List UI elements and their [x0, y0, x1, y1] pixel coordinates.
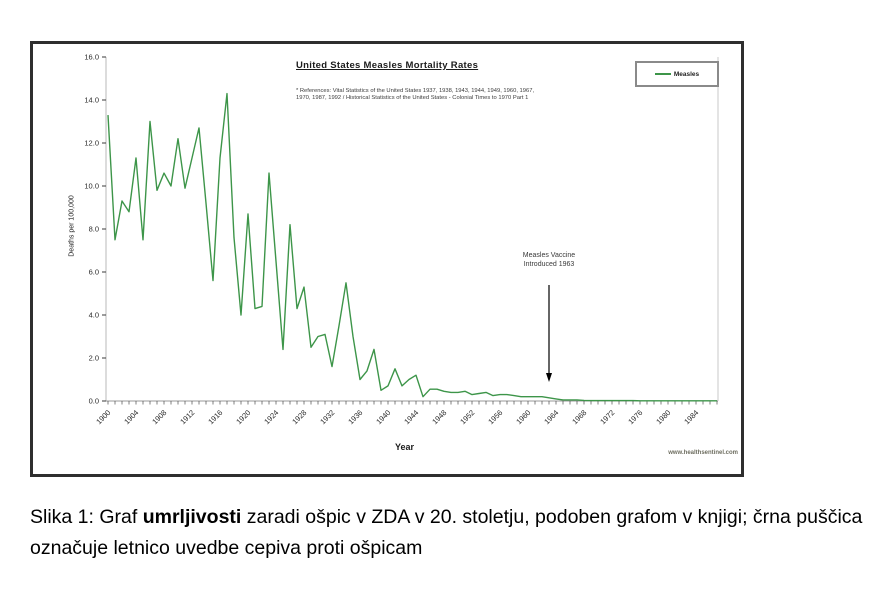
x-tick-label: 1972 [598, 408, 616, 426]
y-tick-label: 12.0 [84, 139, 99, 148]
x-tick-label: 1900 [94, 408, 112, 426]
chart-reference-line-2: 1970, 1987, 1992 / Historical Statistics… [296, 95, 529, 101]
x-tick-label: 1968 [570, 408, 588, 426]
x-tick-label: 1960 [514, 408, 532, 426]
x-tick-label: 1936 [346, 408, 364, 426]
y-axis-title: Deaths per 100,000 [68, 195, 76, 257]
vaccine-annotation: Measles Vaccine Introduced 1963 [494, 251, 604, 269]
caption-bold-word: umrljivosti [142, 505, 242, 528]
x-tick-label: 1948 [430, 408, 448, 426]
x-tick-label: 1944 [402, 408, 420, 426]
x-tick-label: 1908 [150, 408, 168, 426]
x-tick-label: 1912 [178, 408, 196, 426]
x-tick-label: 1924 [262, 408, 280, 426]
x-tick-label: 1940 [374, 408, 392, 426]
y-tick-label: 14.0 [84, 96, 99, 105]
y-tick-label: 10.0 [84, 182, 99, 191]
vaccine-annotation-line-1: Measles Vaccine [522, 252, 576, 259]
x-tick-label: 1904 [122, 408, 140, 426]
vaccine-annotation-line-2: Introduced 1963 [523, 261, 575, 268]
x-tick-label: 1964 [542, 408, 560, 426]
caption-prefix: Slika 1: Graf [30, 505, 143, 528]
x-tick-label: 1920 [234, 408, 252, 426]
x-tick-label: 1916 [206, 408, 224, 426]
x-tick-label: 1952 [458, 408, 476, 426]
caption-suffix: zaradi ošpic v ZDA v 20. stoletju, podob… [30, 505, 863, 559]
y-tick-label: 6.0 [89, 268, 99, 277]
y-tick-label: 8.0 [89, 225, 99, 234]
x-tick-label: 1956 [486, 408, 504, 426]
y-tick-label: 16.0 [84, 53, 99, 62]
figure-frame: 0.0 2.0 4.0 6.0 8.0 10.0 12.0 14.0 16.0 1900 1904 1… [30, 41, 744, 477]
chart-reference-line-1: * References: Vital Statistics of the Un… [296, 88, 535, 94]
legend-line-swatch [654, 73, 671, 75]
vaccine-arrow-head [546, 373, 552, 382]
x-tick-label: 1980 [654, 408, 672, 426]
legend-label: Measles [673, 70, 700, 78]
y-tick-label: 4.0 [89, 311, 99, 320]
x-tick-label: 1976 [626, 408, 644, 426]
x-tick-label: 1932 [318, 408, 336, 426]
measles-series-line [107, 92, 717, 402]
x-tick-label: 1984 [682, 408, 700, 426]
figure-caption: Slika 1: Graf umrljivosti zaradi ošpic v… [30, 502, 866, 564]
watermark: www.healthsentinel.com [668, 450, 738, 456]
measles-line-chart: 0.0 2.0 4.0 6.0 8.0 10.0 12.0 14.0 16.0 1900 1904 1… [84, 53, 719, 426]
chart-title: United States Measles Mortality Rates [296, 60, 479, 71]
x-axis-title: Year [395, 442, 415, 452]
legend: Measles [635, 61, 719, 87]
y-tick-label: 2.0 [89, 354, 99, 363]
y-tick-label: 0.0 [89, 397, 99, 406]
chart-references: * References: Vital Statistics of the Un… [296, 88, 534, 102]
x-tick-label: 1928 [290, 408, 308, 426]
